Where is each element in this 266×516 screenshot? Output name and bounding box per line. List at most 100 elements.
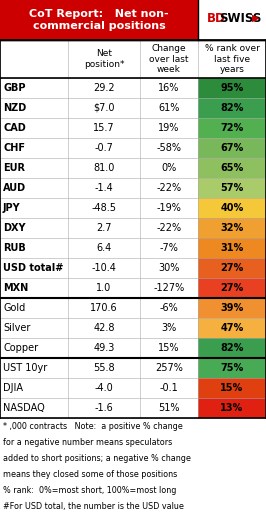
Text: DJIA: DJIA [3, 383, 23, 393]
Bar [198, 218, 266, 238]
Text: #For USD total, the number is the USD value: #For USD total, the number is the USD va… [3, 502, 184, 511]
Text: 82%: 82% [220, 343, 244, 353]
Bar [198, 238, 266, 258]
Bar [0, 0, 198, 40]
Text: -22%: -22% [156, 183, 182, 193]
Text: BD: BD [207, 11, 226, 24]
Text: Net
position*: Net position* [84, 50, 124, 69]
Text: -0.7: -0.7 [94, 143, 113, 153]
Text: ▶: ▶ [252, 13, 260, 23]
Text: JPY: JPY [3, 203, 21, 213]
Text: 29.2: 29.2 [93, 83, 115, 93]
Text: 82%: 82% [220, 103, 244, 113]
Text: -1.4: -1.4 [95, 183, 113, 193]
Text: -58%: -58% [156, 143, 181, 153]
Text: 81.0: 81.0 [93, 163, 115, 173]
Text: 0%: 0% [161, 163, 177, 173]
Text: 13%: 13% [220, 403, 244, 413]
Text: for a negative number means speculators: for a negative number means speculators [3, 438, 172, 447]
Text: 75%: 75% [220, 363, 244, 373]
Text: 40%: 40% [220, 203, 244, 213]
Bar [198, 98, 266, 118]
Bar [0, 338, 198, 358]
Text: 65%: 65% [220, 163, 244, 173]
Text: * ,000 contracts   Note:  a positive % change: * ,000 contracts Note: a positive % chan… [3, 422, 183, 431]
Text: EUR: EUR [3, 163, 25, 173]
Text: 27%: 27% [220, 283, 244, 293]
Text: added to short positions; a negative % change: added to short positions; a negative % c… [3, 454, 191, 463]
Bar [198, 158, 266, 178]
Text: -19%: -19% [157, 203, 181, 213]
Bar [0, 278, 198, 298]
Text: % rank over
last five
years: % rank over last five years [205, 44, 259, 74]
Bar [198, 138, 266, 158]
Text: NZD: NZD [3, 103, 26, 113]
Text: -127%: -127% [153, 283, 185, 293]
Text: 19%: 19% [158, 123, 180, 133]
Text: CoT Report:   Net non-
commercial positions: CoT Report: Net non- commercial position… [29, 9, 169, 31]
Text: -22%: -22% [156, 223, 182, 233]
Bar [198, 258, 266, 278]
Text: Silver: Silver [3, 323, 30, 333]
Bar [198, 178, 266, 198]
Bar [198, 198, 266, 218]
Text: 15%: 15% [158, 343, 180, 353]
Bar [0, 198, 198, 218]
Text: 15.7: 15.7 [93, 123, 115, 133]
Text: $7.0: $7.0 [93, 103, 115, 113]
Bar [0, 138, 198, 158]
Text: SWISS: SWISS [219, 11, 261, 24]
Text: 47%: 47% [220, 323, 244, 333]
Text: 6.4: 6.4 [96, 243, 112, 253]
Bar [0, 98, 198, 118]
Bar [198, 118, 266, 138]
Text: GBP: GBP [3, 83, 26, 93]
Text: 30%: 30% [158, 263, 180, 273]
Text: -1.6: -1.6 [95, 403, 113, 413]
Bar [0, 78, 198, 98]
Text: MXN: MXN [3, 283, 28, 293]
Bar [198, 78, 266, 98]
Text: 42.8: 42.8 [93, 323, 115, 333]
Bar [0, 298, 198, 318]
Text: 61%: 61% [158, 103, 180, 113]
Text: -48.5: -48.5 [92, 203, 117, 213]
Text: 72%: 72% [220, 123, 244, 133]
Bar [198, 278, 266, 298]
Bar [0, 40, 266, 78]
Text: 39%: 39% [220, 303, 244, 313]
Text: 95%: 95% [220, 83, 244, 93]
Bar [0, 238, 198, 258]
Text: 170.6: 170.6 [90, 303, 118, 313]
Bar [0, 118, 198, 138]
Text: -7%: -7% [160, 243, 178, 253]
Text: 15%: 15% [220, 383, 244, 393]
Bar [198, 298, 266, 318]
Text: 16%: 16% [158, 83, 180, 93]
Text: -6%: -6% [160, 303, 178, 313]
Bar [198, 318, 266, 338]
Text: UST 10yr: UST 10yr [3, 363, 47, 373]
Text: 1.0: 1.0 [96, 283, 112, 293]
Bar [198, 358, 266, 378]
Text: 49.3: 49.3 [93, 343, 115, 353]
Text: means they closed some of those positions: means they closed some of those position… [3, 470, 177, 479]
Text: AUD: AUD [3, 183, 26, 193]
Bar [0, 218, 198, 238]
Text: 67%: 67% [220, 143, 244, 153]
Text: 3%: 3% [161, 323, 177, 333]
Text: Gold: Gold [3, 303, 25, 313]
Text: CAD: CAD [3, 123, 26, 133]
Text: USD total#: USD total# [3, 263, 63, 273]
Text: 32%: 32% [220, 223, 244, 233]
Bar [198, 338, 266, 358]
Bar [0, 378, 198, 398]
Text: RUB: RUB [3, 243, 26, 253]
Bar [0, 398, 198, 418]
Text: 55.8: 55.8 [93, 363, 115, 373]
Text: NASDAQ: NASDAQ [3, 403, 45, 413]
Text: 2.7: 2.7 [96, 223, 112, 233]
Text: 31%: 31% [220, 243, 244, 253]
Text: Copper: Copper [3, 343, 38, 353]
Text: -0.1: -0.1 [160, 383, 178, 393]
